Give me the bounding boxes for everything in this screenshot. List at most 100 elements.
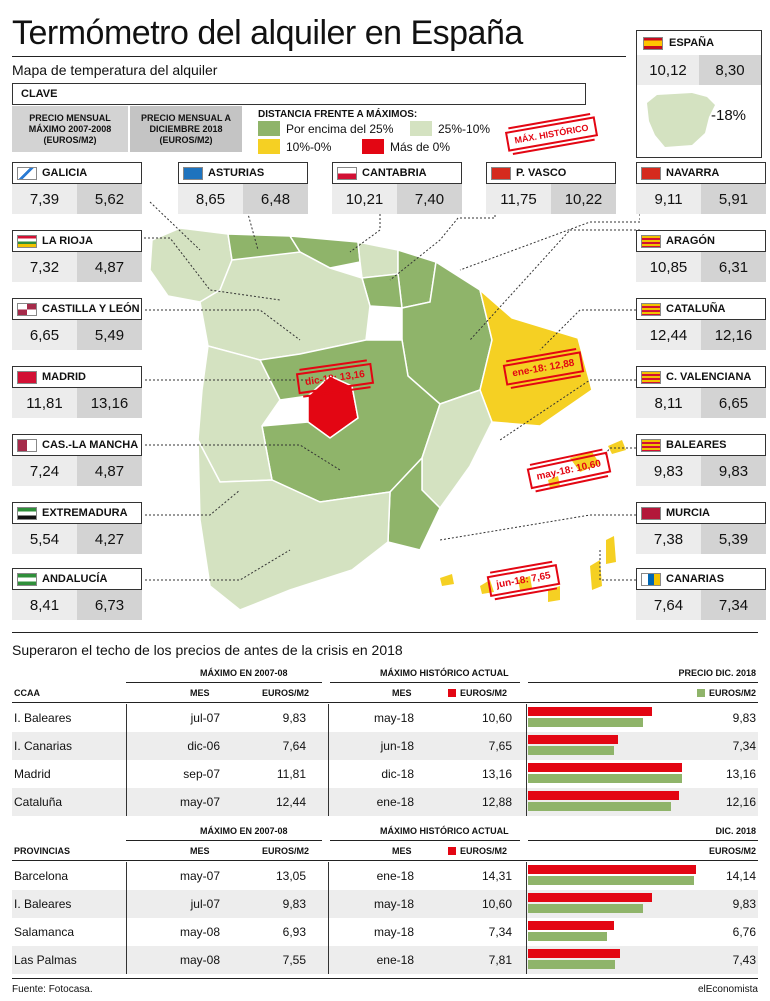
row-dic: 9,83 (732, 897, 756, 911)
espana-header: ESPAÑA (637, 31, 761, 55)
legend-item: 25%-10% (410, 121, 490, 136)
region-dic: 6,48 (243, 184, 308, 214)
region-header: ARAGÓN (636, 230, 766, 252)
source-note: Fuente: Fotocasa. (12, 984, 93, 995)
map-region-castillayleon (199, 251, 371, 361)
region-dic: 4,87 (77, 252, 142, 282)
col-eurosh: EUROS/M2 (448, 846, 507, 856)
region-max: 8,41 (12, 590, 77, 620)
baleares-flag-icon (641, 438, 661, 452)
row-mes07: may-08 (179, 925, 220, 939)
map-region-cantabria (288, 235, 361, 269)
region-name: CATALUÑA (666, 303, 726, 315)
cataluna-flag-icon (641, 302, 661, 316)
region-header: NAVARRA (636, 162, 766, 184)
region-card-navarra: NAVARRA 9,11 5,91 (636, 162, 766, 214)
row-max07: 13,05 (275, 869, 306, 883)
row-mes07: jul-07 (190, 897, 220, 911)
table-row (12, 946, 758, 974)
extremadura-flag-icon (17, 506, 37, 520)
bar-dic-2018 (528, 718, 644, 727)
region-name: MADRID (42, 371, 86, 383)
col-dic: EUROS/M2 (696, 688, 756, 698)
region-name: LA RIOJA (42, 235, 93, 247)
region-max: 7,32 (12, 252, 77, 282)
row-max07: 7,55 (282, 953, 306, 967)
aragon-flag-icon (641, 234, 661, 248)
bar-max-historico (528, 921, 615, 930)
brand-logo: elEconomista (697, 984, 758, 995)
castillalamancha-flag-icon (17, 438, 37, 452)
legend-swatch (410, 121, 432, 136)
group-maxh: MÁXIMO HISTÓRICO ACTUAL (380, 668, 509, 678)
row-max07: 9,83 (282, 711, 306, 725)
galicia-flag-icon (17, 166, 37, 180)
row-dic: 9,83 (732, 711, 756, 725)
region-max: 12,44 (636, 320, 701, 350)
col-mes07: MES (190, 688, 210, 698)
legend-swatch (258, 139, 280, 154)
region-header: C. VALENCIANA (636, 366, 766, 388)
cvalenciana-flag-icon (641, 370, 661, 384)
bar-dic-2018 (528, 802, 671, 811)
row-name: I. Canarias (14, 739, 73, 753)
row-name: I. Baleares (14, 897, 72, 911)
region-name: ARAGÓN (666, 235, 715, 247)
espana-name: ESPAÑA (669, 37, 715, 49)
col-dic: EUROS/M2 (708, 846, 756, 856)
row-maxh: 10,60 (481, 711, 512, 725)
region-max: 6,65 (12, 320, 77, 350)
region-card-baleares: BALEARES 9,83 9,83 (636, 434, 766, 486)
row-mes07: sep-07 (183, 767, 220, 781)
region-dic: 5,39 (701, 524, 766, 554)
pvasco-flag-icon (491, 166, 511, 180)
row-mes07: jul-07 (190, 711, 220, 725)
row-maxh: 7,81 (488, 953, 512, 967)
legend-swatch (258, 121, 280, 136)
espana-mini-map (647, 93, 715, 147)
region-card-larioja: LA RIOJA 7,32 4,87 (12, 230, 142, 282)
row-name: Las Palmas (14, 953, 77, 967)
region-dic: 4,27 (77, 524, 142, 554)
group-max07: MÁXIMO EN 2007-08 (200, 826, 288, 836)
region-card-asturias: ASTURIAS 8,65 6,48 (178, 162, 308, 214)
row-max07: 11,81 (276, 767, 306, 781)
region-header: ANDALUCÍA (12, 568, 142, 590)
region-max: 11,75 (486, 184, 551, 214)
col-mesh: MES (392, 688, 412, 698)
region-header: GALICIA (12, 162, 142, 184)
navarra-flag-icon (641, 166, 661, 180)
row-name: I. Baleares (14, 711, 72, 725)
region-header: ASTURIAS (178, 162, 308, 184)
row-max07: 12,44 (275, 795, 306, 809)
region-card-cvalenciana: C. VALENCIANA 8,11 6,65 (636, 366, 766, 418)
region-max: 10,85 (636, 252, 701, 282)
region-dic: 10,22 (551, 184, 616, 214)
legend-title: DISTANCIA FRENTE A MÁXIMOS: (258, 109, 418, 120)
row-maxh: 7,65 (488, 739, 512, 753)
region-name: ANDALUCÍA (42, 573, 108, 585)
region-card-murcia: MURCIA 7,38 5,39 (636, 502, 766, 554)
canarias-flag-icon (641, 572, 661, 586)
row-mes07: may-07 (179, 795, 220, 809)
region-card-castillayleon: CASTILLA Y LEÓN 6,65 5,49 (12, 298, 142, 350)
region-name: P. VASCO (516, 167, 567, 179)
group-dic: PRECIO DIC. 2018 (678, 668, 756, 678)
page-subtitle: Mapa de temperatura del alquiler (12, 62, 218, 78)
row-dic: 13,16 (725, 767, 756, 781)
bar-max-historico (528, 707, 653, 716)
col-name: PROVINCIAS (14, 846, 71, 856)
region-max: 8,11 (636, 388, 701, 418)
region-max: 11,81 (12, 388, 77, 418)
row-mesh: ene-18 (376, 953, 414, 967)
key-dic-label: PRECIO MENSUAL A DICIEMBRE 2018 (EUROS/M… (130, 106, 242, 152)
col-name: CCAA (14, 688, 40, 698)
region-header: CASTILLA Y LEÓN (12, 298, 142, 320)
bar-max-historico (528, 949, 620, 958)
row-mesh: may-18 (373, 925, 414, 939)
region-card-extremadura: EXTREMADURA 5,54 4,27 (12, 502, 142, 554)
max-historico-stamp: MÁX. HISTÓRICO (504, 116, 599, 152)
legend-item: 10%-0% (258, 139, 331, 154)
col-mesh: MES (392, 846, 412, 856)
region-dic: 5,91 (701, 184, 766, 214)
